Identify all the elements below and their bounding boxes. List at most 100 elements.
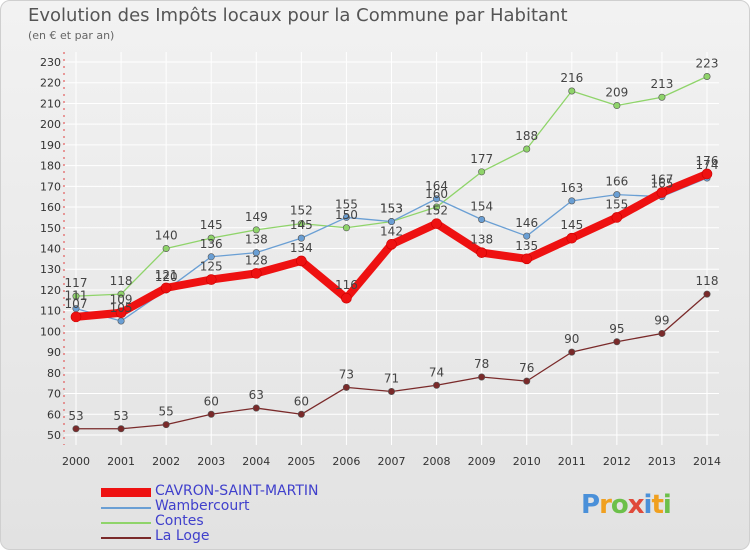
data-label: 164 xyxy=(425,179,448,193)
logo-letter: t xyxy=(651,490,663,520)
proxiti-logo: Proxiti xyxy=(581,490,672,520)
data-label: 145 xyxy=(560,218,583,232)
data-label: 145 xyxy=(290,218,313,232)
y-tick-label: 120 xyxy=(40,284,61,297)
data-label: 166 xyxy=(605,175,628,189)
data-label: 213 xyxy=(650,77,673,91)
y-tick-label: 90 xyxy=(47,346,61,359)
legend-swatch xyxy=(101,507,151,509)
data-point xyxy=(433,203,441,211)
data-point xyxy=(117,425,125,433)
data-label: 60 xyxy=(294,394,309,408)
data-point xyxy=(478,373,486,381)
data-point xyxy=(613,102,621,110)
data-label: 125 xyxy=(200,260,223,274)
data-label: 209 xyxy=(605,86,628,100)
data-label: 138 xyxy=(245,233,268,247)
x-tick-label: 2014 xyxy=(693,455,721,468)
data-point xyxy=(297,410,305,418)
x-tick-label: 2010 xyxy=(513,455,541,468)
data-point xyxy=(207,234,215,242)
data-label: 76 xyxy=(519,361,534,375)
y-tick-label: 50 xyxy=(47,429,61,442)
data-label: 116 xyxy=(335,278,358,292)
data-label: 223 xyxy=(696,57,719,71)
data-label: 53 xyxy=(68,409,83,423)
data-point xyxy=(207,253,215,261)
data-point xyxy=(72,425,80,433)
x-tick-label: 2002 xyxy=(152,455,180,468)
logo-letter: r xyxy=(599,490,612,520)
data-label: 154 xyxy=(470,199,493,213)
data-label: 63 xyxy=(249,388,264,402)
data-point xyxy=(613,338,621,346)
data-point xyxy=(160,282,172,294)
logo-letter: P xyxy=(581,490,600,520)
data-point xyxy=(297,234,305,242)
legend-label: La Loge xyxy=(155,528,210,544)
data-label: 74 xyxy=(429,365,444,379)
data-point xyxy=(523,232,531,240)
data-label: 90 xyxy=(564,332,579,346)
data-point xyxy=(115,307,127,319)
data-point xyxy=(568,87,576,95)
y-tick-label: 110 xyxy=(40,305,61,318)
y-tick-label: 230 xyxy=(40,56,61,69)
x-tick-label: 2006 xyxy=(332,455,360,468)
logo-letter: i xyxy=(643,490,653,520)
data-point xyxy=(341,292,352,304)
data-point xyxy=(252,404,260,412)
logo-letter: x xyxy=(627,490,645,520)
data-label: 135 xyxy=(515,239,538,253)
data-label: 146 xyxy=(515,216,538,230)
data-point xyxy=(658,93,666,101)
data-label: 134 xyxy=(290,241,313,255)
data-point xyxy=(296,255,307,267)
x-tick-label: 2011 xyxy=(558,455,586,468)
legend-label: Wambercourt xyxy=(155,498,250,514)
data-point xyxy=(568,197,576,205)
data-point xyxy=(72,292,80,300)
legend-swatch xyxy=(101,537,151,539)
y-tick-label: 190 xyxy=(40,139,61,152)
data-point xyxy=(703,73,711,81)
x-tick-label: 2009 xyxy=(468,455,496,468)
data-point xyxy=(701,168,713,180)
data-point xyxy=(611,212,623,223)
data-label: 174 xyxy=(696,158,719,172)
data-point xyxy=(523,377,531,385)
data-point xyxy=(568,348,576,356)
x-tick-label: 2012 xyxy=(603,455,631,468)
y-tick-label: 220 xyxy=(40,77,61,90)
y-tick-label: 60 xyxy=(47,408,61,421)
data-point xyxy=(658,329,666,337)
data-label: 71 xyxy=(384,371,399,385)
data-point xyxy=(252,226,260,234)
data-label: 109 xyxy=(110,293,133,307)
data-label: 105 xyxy=(110,301,133,315)
logo-letter: i xyxy=(662,490,672,520)
data-label: 99 xyxy=(654,313,669,327)
y-tick-label: 130 xyxy=(40,263,61,276)
data-label: 73 xyxy=(339,367,354,381)
y-tick-label: 100 xyxy=(40,325,61,338)
y-tick-label: 70 xyxy=(47,388,61,401)
x-tick-label: 2000 xyxy=(62,455,90,468)
x-tick-label: 2003 xyxy=(197,455,225,468)
data-point xyxy=(250,268,262,279)
data-label: 78 xyxy=(474,357,489,371)
y-tick-label: 150 xyxy=(40,222,61,235)
x-tick-label: 2004 xyxy=(242,455,270,468)
data-label: 55 xyxy=(159,405,174,419)
data-point xyxy=(523,145,531,153)
data-point xyxy=(387,218,395,226)
data-label: 155 xyxy=(335,197,358,211)
x-tick-label: 2008 xyxy=(423,455,451,468)
legend-swatch xyxy=(101,522,151,524)
x-tick-label: 2001 xyxy=(107,455,135,468)
y-tick-label: 210 xyxy=(40,97,61,110)
data-point xyxy=(162,421,170,429)
data-point xyxy=(476,247,487,258)
